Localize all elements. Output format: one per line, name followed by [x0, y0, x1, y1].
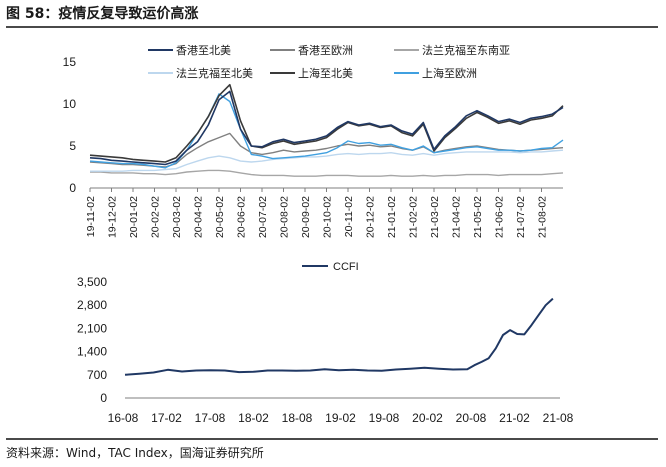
- x-tick-label: 20-02-02: [150, 196, 162, 238]
- x-tick-label: 20-05-02: [214, 196, 226, 238]
- ccfi-line: [124, 297, 554, 376]
- y-tick-label: 1,400: [77, 345, 107, 359]
- x-tick-label: 21-06-02: [494, 196, 506, 238]
- legend-label: 上海至欧洲: [422, 66, 477, 80]
- legend-label: 香港至欧洲: [298, 44, 353, 57]
- series-line-5: [89, 83, 564, 163]
- x-tick-label: 17-02: [151, 411, 182, 425]
- legend-label: 上海至北美: [298, 66, 353, 80]
- y-tick-label: 15: [63, 55, 77, 69]
- y-tick-label: 0: [100, 391, 107, 405]
- series-line-4: [90, 149, 564, 172]
- x-tick-label: 20-12-02: [365, 196, 377, 238]
- y-tick-label: 2,100: [77, 321, 107, 335]
- x-tick-label: 19-12-02: [107, 196, 119, 238]
- x-tick-label: 20-07-02: [257, 196, 269, 238]
- x-tick-label: 17-08: [195, 411, 226, 425]
- x-tick-label: 18-08: [282, 411, 313, 425]
- legend-label: 香港至北美: [176, 44, 231, 57]
- x-tick-label: 20-10-02: [322, 196, 334, 238]
- x-tick-label: 20-02: [412, 411, 443, 425]
- series-line-1: [89, 90, 564, 166]
- x-tick-label: 21-02-02: [408, 196, 420, 238]
- y-tick-label: 5: [69, 139, 76, 153]
- y-tick-label: 700: [87, 368, 107, 382]
- x-tick-label: 21-07-02: [515, 196, 527, 238]
- x-tick-label: 20-03-02: [171, 196, 183, 238]
- x-tick-label: 19-08: [369, 411, 400, 425]
- x-tick-label: 19-02: [325, 411, 356, 425]
- x-tick-label: 21-02: [499, 411, 530, 425]
- x-tick-label: 20-09-02: [300, 196, 312, 238]
- series-line-6: [89, 93, 564, 169]
- x-tick-label: 20-04-02: [193, 196, 205, 238]
- x-tick-label: 20-01-02: [128, 196, 140, 238]
- x-tick-label: 21-01-02: [386, 196, 398, 238]
- legend-label: 法兰克福至北美: [176, 66, 253, 80]
- y-tick-label: 2,800: [77, 298, 107, 312]
- x-tick-label: 20-08: [456, 411, 487, 425]
- x-tick-label: 21-03-02: [429, 196, 441, 238]
- x-tick-label: 21-08: [543, 411, 574, 425]
- ccfi-chart: 0 700 1,400 2,100 2,800 3,500 16-08 17-02 17-08 1…: [77, 261, 574, 425]
- x-tick-label: 21-04-02: [451, 196, 463, 238]
- series-line-3: [90, 169, 564, 177]
- freight-rate-chart: 0 5 10 15 19-11-02 19-12-02 20-01-02 20-02-02 20…: [63, 43, 564, 238]
- x-tick-label: 16-08: [108, 411, 139, 425]
- figure-source: 资料来源：Wind，TAC Index，国海证券研究所: [6, 438, 658, 466]
- figure-title: 图 58：疫情反复导致运价高涨: [6, 4, 658, 28]
- x-tick-label: 20-08-02: [279, 196, 291, 238]
- legend-label: 法兰克福至东南亚: [422, 43, 510, 57]
- x-tick-label: 18-02: [238, 411, 269, 425]
- y-tick-label: 0: [69, 181, 76, 195]
- x-tick-label: 20-06-02: [236, 196, 248, 238]
- x-tick-label: 19-11-02: [85, 196, 97, 237]
- legend-label: CCFI: [333, 261, 359, 273]
- x-tick-label: 20-11-02: [343, 196, 355, 237]
- x-tick-label: 21-05-02: [472, 196, 484, 238]
- y-tick-label: 3,500: [77, 275, 107, 289]
- y-tick-label: 10: [63, 97, 77, 111]
- x-tick-label: 21-08-02: [537, 196, 549, 238]
